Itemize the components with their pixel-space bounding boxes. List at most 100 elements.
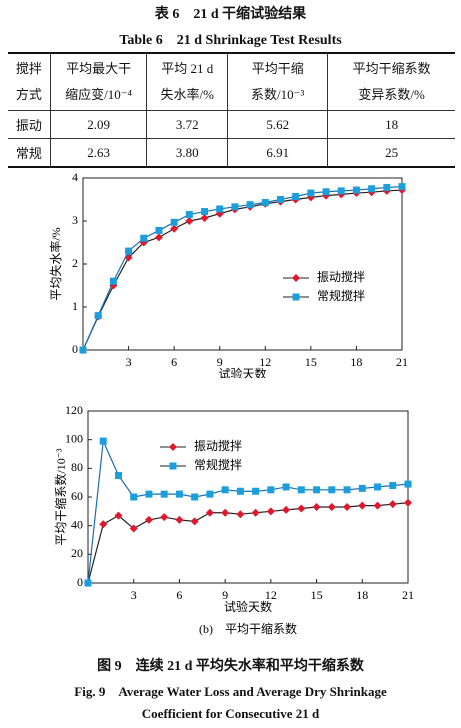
marker bbox=[169, 462, 177, 470]
header-text: 平均最大干 bbox=[66, 61, 132, 76]
marker bbox=[373, 501, 382, 510]
y-tick-label: 3 bbox=[72, 213, 78, 227]
cell: 18 bbox=[327, 110, 455, 139]
marker bbox=[246, 201, 254, 209]
marker bbox=[109, 277, 117, 285]
marker bbox=[231, 203, 239, 211]
cell: 2.09 bbox=[49, 110, 147, 139]
y-tick-label: 0 bbox=[77, 575, 83, 589]
x-tick-label: 6 bbox=[176, 588, 182, 602]
marker bbox=[140, 234, 148, 242]
y-tick-label: 80 bbox=[71, 460, 83, 474]
y-tick-label: 1 bbox=[72, 299, 78, 313]
y-tick-label: 60 bbox=[71, 489, 83, 503]
cell: 25 bbox=[327, 138, 455, 167]
x-tick-label: 15 bbox=[305, 355, 317, 369]
marker bbox=[206, 490, 214, 498]
marker bbox=[205, 508, 214, 517]
marker bbox=[343, 503, 352, 512]
marker bbox=[200, 213, 209, 222]
marker bbox=[368, 185, 376, 193]
marker bbox=[292, 293, 300, 301]
cell: 3.80 bbox=[146, 138, 228, 167]
marker bbox=[358, 484, 366, 492]
marker bbox=[276, 196, 284, 203]
marker bbox=[114, 511, 123, 520]
marker bbox=[129, 524, 138, 533]
data-row: 常规 2.63 3.80 6.91 25 bbox=[8, 138, 455, 167]
header-text: 失水率/% bbox=[160, 87, 214, 102]
header-cell: 平均干缩 系数/10⁻³ bbox=[227, 52, 328, 111]
marker bbox=[307, 189, 315, 197]
marker bbox=[337, 187, 345, 195]
x-tick-label: 18 bbox=[350, 355, 362, 369]
marker bbox=[79, 346, 87, 354]
marker bbox=[125, 247, 133, 255]
marker bbox=[221, 508, 230, 517]
header-cell: 平均干缩系数 变异系数/% bbox=[327, 52, 455, 111]
marker bbox=[94, 312, 102, 320]
marker bbox=[251, 508, 260, 517]
marker bbox=[201, 208, 209, 216]
cell: 5.62 bbox=[227, 110, 328, 139]
x-tick-label: 6 bbox=[171, 355, 177, 369]
marker bbox=[383, 183, 391, 191]
x-axis-label: 试验天数 bbox=[224, 599, 272, 614]
marker bbox=[144, 515, 153, 524]
marker bbox=[266, 507, 275, 516]
figure-caption-en: Fig. 9 Average Water Loss and Average Dr… bbox=[74, 684, 387, 699]
chart-b: 0 20 40 60 80 100 120 3 6 9 12 15 18 21 试验天数 平均干缩系数/10⁻… bbox=[53, 403, 414, 636]
marker bbox=[99, 520, 108, 529]
cell: 3.72 bbox=[146, 110, 228, 139]
header-text: 搅拌 bbox=[15, 61, 42, 76]
marker bbox=[322, 188, 330, 196]
marker bbox=[236, 510, 245, 519]
marker bbox=[388, 500, 397, 509]
header-text: 方式 bbox=[15, 87, 42, 102]
marker bbox=[160, 513, 169, 522]
marker bbox=[389, 482, 397, 490]
marker bbox=[170, 218, 178, 226]
header-cell: 平均最大干 缩应变/10⁻⁴ bbox=[49, 52, 147, 111]
legend-label: 常规搅拌 bbox=[317, 288, 365, 303]
marker bbox=[267, 486, 275, 494]
header-text: 平均 21 d bbox=[161, 61, 214, 76]
marker bbox=[398, 183, 406, 191]
y-tick-label: 120 bbox=[65, 403, 83, 417]
series-line bbox=[87, 502, 409, 584]
x-tick-label: 9 bbox=[222, 588, 228, 602]
marker bbox=[191, 493, 199, 501]
y-axis-label: 平均干缩系数/10⁻³ bbox=[53, 448, 68, 546]
y-tick-label: 20 bbox=[71, 546, 83, 560]
marker bbox=[216, 205, 224, 213]
cell: 常规 bbox=[8, 138, 51, 167]
subtitle: (b) 平均干缩系数 bbox=[199, 621, 297, 636]
marker bbox=[282, 483, 290, 491]
marker bbox=[221, 486, 229, 494]
marker bbox=[185, 211, 193, 219]
table-title: 表 6 21 d 干缩试验结果 bbox=[154, 7, 307, 22]
figure-caption-en: Coefficient for Consecutive 21 d bbox=[141, 706, 320, 721]
x-tick-label: 18 bbox=[356, 588, 368, 602]
plot-frame bbox=[82, 177, 403, 351]
marker bbox=[236, 487, 244, 495]
y-tick-label: 4 bbox=[72, 170, 78, 184]
marker bbox=[154, 233, 163, 242]
marker bbox=[175, 515, 184, 524]
x-tick-label: 15 bbox=[311, 588, 323, 602]
marker bbox=[145, 490, 153, 498]
cell: 2.63 bbox=[49, 138, 147, 167]
header-row: 搅拌方式 平均最大干 缩应变/10⁻⁴ 平均 21 d 失水率/% 平均干缩 系数/10⁻³… bbox=[8, 52, 455, 111]
y-tick-label: 2 bbox=[72, 256, 78, 270]
marker bbox=[84, 579, 92, 587]
marker bbox=[328, 486, 336, 494]
series-line bbox=[82, 186, 403, 351]
legend-label: 振动搅拌 bbox=[194, 438, 242, 453]
marker bbox=[358, 501, 367, 510]
header-cell: 平均 21 d 失水率/% bbox=[146, 52, 228, 111]
marker bbox=[261, 199, 269, 207]
cell: 振动 bbox=[8, 110, 51, 139]
marker bbox=[99, 437, 107, 445]
